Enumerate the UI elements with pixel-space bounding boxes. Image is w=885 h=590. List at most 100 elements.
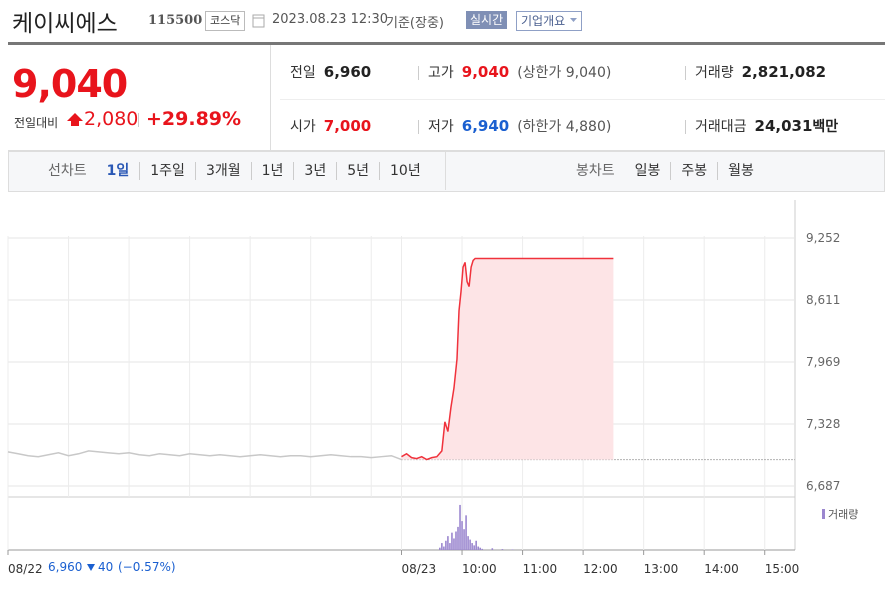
volume-bar xyxy=(477,546,479,550)
stat-label: 거래량 xyxy=(695,65,734,81)
datetime: 2023.08.23 12:30 xyxy=(272,12,389,27)
tab[interactable]: 1주일 xyxy=(139,162,195,180)
tab[interactable]: 일봉 xyxy=(634,163,661,179)
volume-bar xyxy=(443,546,445,550)
x-tick-label: 14:00 xyxy=(704,562,739,576)
tab[interactable]: 1년 xyxy=(250,162,294,180)
rule xyxy=(280,99,885,100)
volume-bar xyxy=(455,531,457,550)
volume-bar xyxy=(473,545,475,550)
stat: 저가 6,940 (하한가 4,880) xyxy=(428,116,611,136)
stat-note: (상한가 9,040) xyxy=(517,65,612,81)
candle-tabs: 봉차트 일봉 주봉 월봉 xyxy=(566,162,764,180)
tab-label: 선차트 xyxy=(48,163,87,179)
stat: 전일 6,960 xyxy=(290,62,371,82)
tab-bar xyxy=(8,151,885,192)
tab[interactable]: 주봉 xyxy=(670,162,717,180)
stat-label: 저가 xyxy=(428,119,454,135)
stock-code: 115500 xyxy=(148,13,203,28)
change-label: 전일대비 xyxy=(14,116,59,130)
y-tick-label: 7,328 xyxy=(806,417,840,431)
stat-label: 거래대금 xyxy=(695,119,747,135)
stat-value: 6,960 xyxy=(323,63,372,81)
prev-change-rate: (−0.57%) xyxy=(118,560,176,574)
volume-bar xyxy=(453,538,455,550)
volume-bar xyxy=(459,504,461,550)
tab-divider xyxy=(445,152,446,190)
price: 9,040 xyxy=(12,62,128,106)
volume-bar xyxy=(501,549,504,550)
stat-label: 전일 xyxy=(290,65,316,81)
calendar-icon xyxy=(252,14,265,28)
tab[interactable]: 10년 xyxy=(379,162,431,180)
separator xyxy=(685,66,686,80)
tab[interactable]: 1일 xyxy=(106,163,130,179)
x-tick-label: 08/22 xyxy=(8,562,43,576)
status: 기준(장중) xyxy=(386,16,444,31)
volume-bar xyxy=(471,543,473,550)
legend-label: 거래량 xyxy=(828,508,858,521)
volume-bar xyxy=(445,540,447,550)
down-arrow xyxy=(87,564,95,571)
volume-bar xyxy=(439,547,441,550)
change-rate: +29.89% xyxy=(146,108,242,130)
dropdown-icon xyxy=(570,18,577,22)
rule xyxy=(8,150,885,151)
volume-bar xyxy=(481,548,484,550)
separator xyxy=(418,120,419,134)
volume-bar xyxy=(465,515,467,550)
volume-bar xyxy=(457,526,459,550)
area xyxy=(401,258,614,460)
change: 2,080 xyxy=(84,108,139,130)
volume-bar xyxy=(451,532,453,550)
volume-bar xyxy=(467,536,469,550)
prev-change: 40 xyxy=(98,560,114,574)
volume-bar xyxy=(461,521,463,550)
prev-close: 6,960 xyxy=(48,560,83,574)
stat-value: 6,940 xyxy=(461,117,510,135)
x-tick-label: 13:00 xyxy=(644,562,679,576)
realtime-button[interactable]: 실시간 xyxy=(466,11,508,29)
stat: 거래량 2,821,082 xyxy=(695,62,826,82)
volume-bar xyxy=(441,543,443,550)
separator xyxy=(138,113,139,127)
stat-value: 2,821,082 xyxy=(741,63,827,81)
x-tick-label: 10:00 xyxy=(462,562,497,576)
x-tick-label: 08/23 xyxy=(402,562,437,576)
stat: 고가 9,040 (상한가 9,040) xyxy=(428,62,611,82)
tab[interactable]: 월봉 xyxy=(717,162,764,180)
stat-value: 9,040 xyxy=(461,63,510,81)
x-tick-label: 12:00 xyxy=(583,562,618,576)
tab[interactable]: 3년 xyxy=(293,162,336,180)
volume-bar xyxy=(479,547,481,550)
volume-bar xyxy=(469,539,471,550)
volume-bar xyxy=(447,536,449,550)
volume-bar xyxy=(511,549,514,550)
legend-swatch xyxy=(822,509,825,519)
stat-note: (하한가 4,880) xyxy=(517,119,612,135)
y-tick-label: 7,969 xyxy=(806,355,840,369)
company-button[interactable]: 기업개요 xyxy=(516,11,583,31)
stat-unit: 백만 xyxy=(812,119,839,135)
x-tick-label: 15:00 xyxy=(765,562,800,576)
price-panel xyxy=(8,45,271,150)
separator xyxy=(685,120,686,134)
stat-value: 7,000 xyxy=(323,117,372,135)
tab[interactable]: 5년 xyxy=(336,162,379,180)
tab[interactable]: 3개월 xyxy=(194,162,251,180)
market-badge: 코스닥 xyxy=(205,11,246,31)
line-tabs: 선차트 1일 1주일 3개월 1년 3년 5년 10년 xyxy=(38,162,431,180)
stat-value: 24,031 xyxy=(754,117,813,135)
y-tick-label: 9,252 xyxy=(806,231,840,245)
y-tick-label: 8,611 xyxy=(806,293,840,307)
volume-bar xyxy=(449,543,451,550)
stock-name: 케이씨에스 xyxy=(12,11,118,37)
volume-bar xyxy=(475,540,477,550)
volume-bar xyxy=(463,529,465,550)
y-tick-label: 6,687 xyxy=(806,479,840,493)
up-arrow xyxy=(67,113,83,126)
header-rule xyxy=(8,42,885,45)
price-line xyxy=(401,257,614,461)
